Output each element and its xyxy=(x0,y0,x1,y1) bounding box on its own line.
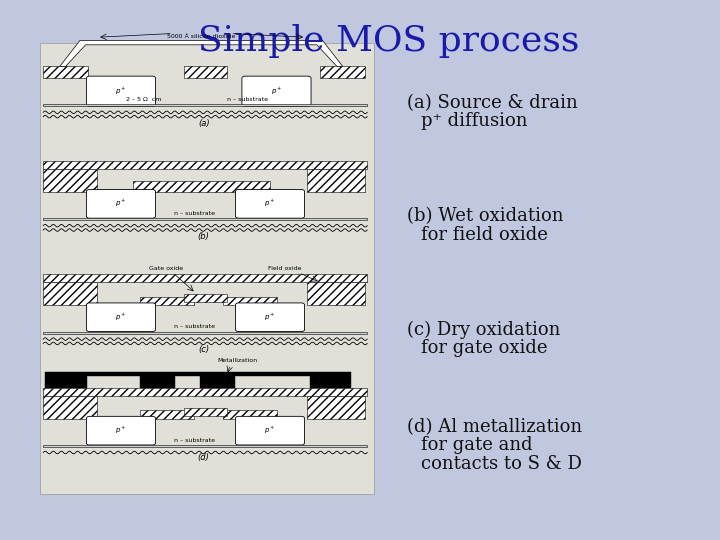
Bar xyxy=(133,181,270,192)
Text: for gate oxide: for gate oxide xyxy=(421,339,548,357)
FancyBboxPatch shape xyxy=(86,76,156,106)
Text: $p^+$: $p^+$ xyxy=(264,425,276,436)
Bar xyxy=(43,161,367,169)
Bar xyxy=(45,372,351,376)
Bar xyxy=(307,396,365,418)
FancyBboxPatch shape xyxy=(235,303,305,332)
Bar xyxy=(140,410,194,418)
Text: $p^+$: $p^+$ xyxy=(115,86,127,97)
Bar xyxy=(43,445,367,447)
Bar xyxy=(140,297,194,305)
Text: Metallization: Metallization xyxy=(217,359,258,363)
Bar xyxy=(307,282,365,305)
Text: $p^+$: $p^+$ xyxy=(115,425,127,436)
Bar xyxy=(43,218,367,220)
Text: (d) Al metallization: (d) Al metallization xyxy=(407,417,582,436)
Text: (c) Dry oxidation: (c) Dry oxidation xyxy=(407,320,560,339)
Bar xyxy=(184,66,227,78)
Text: n – substrate: n – substrate xyxy=(174,211,215,216)
Text: $p^+$: $p^+$ xyxy=(271,86,282,97)
Text: for gate and: for gate and xyxy=(421,436,533,455)
Bar xyxy=(45,376,87,388)
Text: (a) Source & drain: (a) Source & drain xyxy=(407,93,577,112)
FancyBboxPatch shape xyxy=(242,76,311,106)
Text: (c): (c) xyxy=(198,346,210,354)
Bar xyxy=(184,294,227,302)
Polygon shape xyxy=(60,40,343,66)
Bar xyxy=(307,169,365,192)
Text: n – substrate: n – substrate xyxy=(174,437,215,443)
Bar xyxy=(43,104,367,106)
Bar xyxy=(140,376,175,388)
Text: $p^+$: $p^+$ xyxy=(115,198,127,210)
FancyBboxPatch shape xyxy=(235,190,305,218)
Bar xyxy=(43,282,97,305)
Bar xyxy=(310,376,351,388)
Text: Field oxide: Field oxide xyxy=(268,266,301,271)
Bar xyxy=(43,332,367,334)
Bar xyxy=(43,66,88,78)
Text: Simple MOS process: Simple MOS process xyxy=(198,24,580,57)
Text: (a): (a) xyxy=(198,119,210,127)
Text: 5000 Å silicon dioxide: 5000 Å silicon dioxide xyxy=(167,35,235,39)
Text: Gate oxide: Gate oxide xyxy=(148,266,183,271)
FancyBboxPatch shape xyxy=(86,190,156,218)
FancyBboxPatch shape xyxy=(235,416,305,445)
Text: contacts to S & D: contacts to S & D xyxy=(421,455,582,474)
Text: for field oxide: for field oxide xyxy=(421,226,548,244)
Text: (d): (d) xyxy=(198,454,210,462)
Bar xyxy=(43,396,97,418)
Bar xyxy=(200,376,235,388)
Bar xyxy=(43,388,367,396)
Text: (b) Wet oxidation: (b) Wet oxidation xyxy=(407,207,563,225)
Bar xyxy=(43,274,367,282)
Bar xyxy=(320,66,365,78)
Bar xyxy=(223,410,277,418)
Text: $p^+$: $p^+$ xyxy=(264,198,276,210)
Bar xyxy=(184,408,227,416)
Text: $p^+$: $p^+$ xyxy=(115,312,127,323)
Text: n – substrate: n – substrate xyxy=(227,97,268,103)
Text: p⁺ diffusion: p⁺ diffusion xyxy=(421,112,528,131)
FancyBboxPatch shape xyxy=(86,416,156,445)
Bar xyxy=(223,297,277,305)
Bar xyxy=(43,169,97,192)
Text: (b): (b) xyxy=(198,232,210,241)
FancyBboxPatch shape xyxy=(86,303,156,332)
Text: n – substrate: n – substrate xyxy=(174,324,215,329)
Bar xyxy=(40,43,374,494)
Text: 2 – 5 Ω  cm: 2 – 5 Ω cm xyxy=(126,97,161,103)
Text: $p^+$: $p^+$ xyxy=(264,312,276,323)
